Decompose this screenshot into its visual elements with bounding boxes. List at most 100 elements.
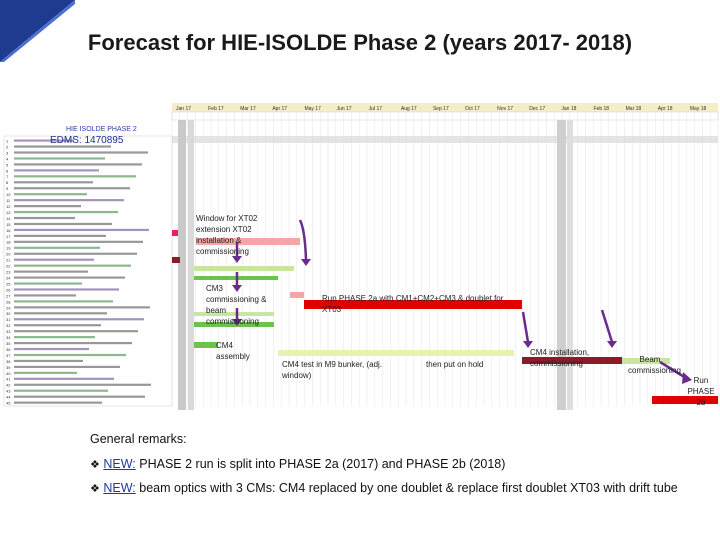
row-number: 24 [6,275,11,280]
row-number: 38 [6,359,11,364]
row-number: 19 [6,246,11,251]
task-label-line [14,324,101,327]
arrowheads [232,256,692,384]
task-label-line [14,365,120,369]
row-number: 22 [6,264,11,269]
row-number: 17 [6,234,11,239]
task-label-line [14,252,137,255]
month-label: Dec 17 [529,106,545,112]
row-number: 9 [6,186,9,191]
row-number: 20 [6,252,11,257]
task-label-line [14,395,145,398]
row-number: 31 [6,317,11,322]
task-label-line [14,193,87,196]
task-label-line [14,240,143,243]
annotation-run-2b: Run PHASE 2b [687,376,715,407]
annotation-run-2a: Run PHASE 2a with CM1+CM2+CM3 & doublet … [322,294,504,314]
task-label-line [14,270,88,273]
month-label: Jul 17 [369,106,383,112]
task-label-line [14,341,132,345]
shutdown-column [178,120,186,410]
row-number: 11 [6,198,11,203]
task-label-line [14,222,112,226]
task-label-line [14,306,150,309]
row-number: 42 [6,383,11,388]
shutdown-column-3 [557,120,566,410]
task-label-line [14,336,95,339]
remark-1-new: NEW: [103,457,136,471]
row-number: 8 [6,180,9,185]
task-label-line [14,371,77,374]
task-label-line [14,258,94,261]
task-label-line [14,199,124,202]
bar-lightgreen-1 [194,266,294,271]
row-number: 27 [6,293,11,298]
bar-beam-comm [622,358,670,364]
row-number: 18 [6,240,11,245]
slide-title: Forecast for HIE-ISOLDE Phase 2 (years 2… [87,30,633,55]
bar-cm4-test [278,350,514,356]
row-number: 36 [6,347,11,352]
month-label: Oct 17 [465,106,480,112]
task-label-line [14,246,100,249]
row-number: 5 [6,162,9,167]
task-label-line [14,282,82,285]
row-number: 37 [6,353,11,358]
task-label-line [14,163,142,166]
row-number: 26 [6,287,11,292]
month-label: Jan 18 [561,106,576,112]
task-label-line [14,294,76,297]
gantt-header-label: HIE ISOLDE PHASE 2 [66,126,137,133]
row-number: 39 [6,365,11,370]
remark-2-new: NEW: [103,481,136,495]
annotation-cm3: CM3 commissioning & beam commissioning [206,284,267,326]
task-label-line [14,151,148,154]
task-label-line [14,210,118,214]
row-number: 28 [6,299,11,304]
remark-2: ❖ NEW: beam optics with 3 CMs: CM4 repla… [90,479,710,498]
annotation-cm4-assembly: CM4 assembly [216,341,250,361]
row-number: 30 [6,311,11,316]
remark-1: ❖ NEW: PHASE 2 run is split into PHASE 2… [90,455,710,474]
row-number: 13 [6,210,11,215]
task-label-line [14,389,108,392]
bar-pink-2 [290,292,304,298]
row-number: 34 [6,335,11,340]
month-label: Mar 18 [626,106,642,112]
task-label-line [14,157,105,160]
month-label: May 17 [304,106,321,112]
task-label-line [14,276,125,279]
annotation-cm4-install: CM4 installation, commissioning [530,348,590,368]
task-label-line [14,264,131,267]
month-label: Jan 17 [176,106,191,112]
row-number: 6 [6,168,9,173]
row-number: 44 [6,395,11,400]
bar-cm4-assembly [194,342,218,348]
row-number: 12 [6,204,11,209]
task-label-line [14,318,144,321]
month-header-band [172,103,718,112]
month-label: Apr 17 [272,106,287,112]
row-number: 23 [6,270,11,275]
diamond-bullet-icon: ❖ [90,483,100,495]
row-number: 33 [6,329,11,334]
task-label-line [14,359,83,363]
row-number: 45 [6,401,11,406]
row-number: 25 [6,281,11,286]
row-number: 4 [6,156,9,161]
row-number: 2 [6,144,9,149]
month-label: Jun 17 [337,106,352,112]
task-label-line [14,401,102,404]
task-label-line [14,175,136,178]
annotation-cm4-test: CM4 test in M9 bunker, (adj. window) [282,360,383,380]
task-label-line [14,312,107,315]
task-label-line [14,300,113,303]
remarks-heading: General remarks: [90,432,187,446]
bar-lightgreen-2 [194,312,274,316]
gantt-chart: Jan 17 Feb 17 Mar 17 Apr 17 May 17 Jun 17 Jul … [3,103,719,410]
month-label: Apr 18 [658,106,673,112]
row-number: 43 [6,389,11,394]
shutdown-column-2 [188,120,194,410]
row-number: 3 [6,150,9,155]
row-number: 35 [6,341,11,346]
